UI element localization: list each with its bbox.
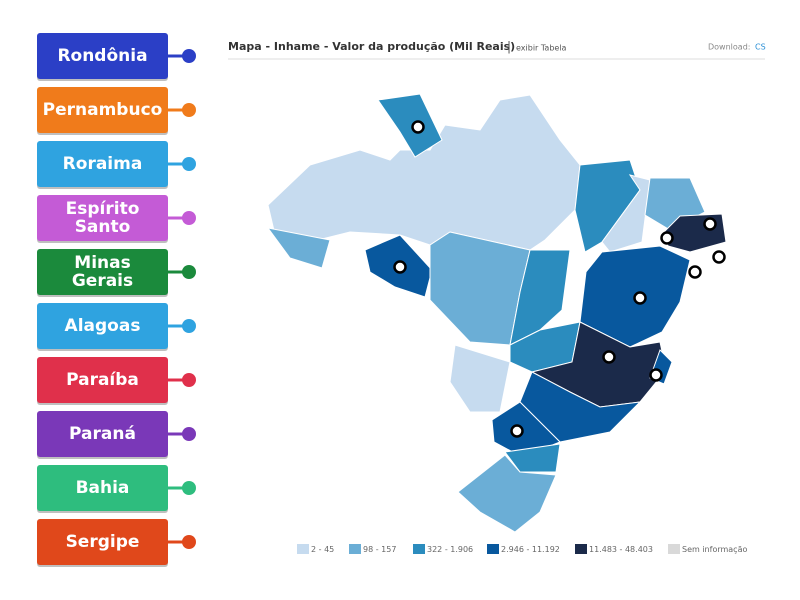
legend-swatch [487,544,499,554]
connector-dot[interactable] [182,319,196,333]
legend-swatch [349,544,361,554]
drop-target[interactable] [393,260,407,274]
connector-dot[interactable] [182,481,196,495]
drop-target[interactable] [660,231,674,245]
state [266,227,331,269]
legend-swatch [297,544,309,554]
label-button[interactable]: Pernambuco [37,87,168,133]
legend: 2 - 45 98 - 157 322 - 1.906 2.946 - 11.192 1… [297,544,747,554]
legend-swatch [668,544,680,554]
drop-target[interactable] [411,120,425,134]
connector-dot[interactable] [182,265,196,279]
label-button[interactable]: Alagoas [37,303,168,349]
drop-targets [393,120,726,438]
connector-dot[interactable] [182,427,196,441]
brazil-map [266,93,727,533]
separator: | [507,40,511,54]
drop-target[interactable] [712,250,726,264]
table-link[interactable]: exibir Tabela [516,44,567,53]
connector-dot[interactable] [182,157,196,171]
connectors [168,49,196,549]
drop-target[interactable] [633,291,647,305]
connector-dot[interactable] [182,373,196,387]
label-button[interactable]: Rondônia [37,33,168,79]
connector-dot[interactable] [182,103,196,117]
drop-target[interactable] [703,217,717,231]
label-button[interactable]: Bahia [37,465,168,511]
legend-label: 322 - 1.906 [427,545,473,554]
state [457,454,557,533]
download-link[interactable]: CS [755,43,766,52]
label-button[interactable]: Roraima [37,141,168,187]
drop-target[interactable] [688,265,702,279]
connector-dot[interactable] [182,211,196,225]
legend-label: 2 - 45 [311,545,334,554]
state [504,443,561,473]
drop-target[interactable] [602,350,616,364]
legend-label: 98 - 157 [363,545,396,554]
drop-target[interactable] [510,424,524,438]
label-button[interactable]: Espírito Santo [37,195,168,241]
state [449,344,511,413]
drop-target[interactable] [649,368,663,382]
map-header: Mapa - Inhame - Valor da produção (Mil R… [228,40,766,60]
label-button[interactable]: Paraná [37,411,168,457]
legend-label: Sem informação [682,545,747,554]
legend-swatch [575,544,587,554]
connector-dot[interactable] [182,535,196,549]
state [377,93,443,158]
label-button[interactable]: Minas Gerais [37,249,168,295]
map-title: Mapa - Inhame - Valor da produção (Mil R… [228,40,515,53]
connector-dot[interactable] [182,49,196,63]
download-label: Download: [708,43,750,52]
label-button[interactable]: Sergipe [37,519,168,565]
legend-label: 2.946 - 11.192 [501,545,560,554]
legend-label: 11.483 - 48.403 [589,545,653,554]
legend-swatch [413,544,425,554]
state [267,94,581,251]
label-button[interactable]: Paraíba [37,357,168,403]
